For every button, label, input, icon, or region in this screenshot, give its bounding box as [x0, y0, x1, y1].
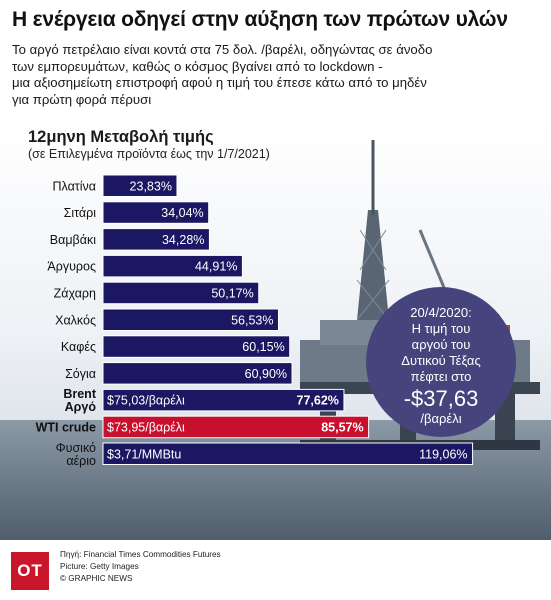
wti-callout: 20/4/2020: Η τιμή του αργού του Δυτικού … — [366, 287, 516, 437]
category-label: Καφές — [61, 340, 96, 354]
category-label: Χαλκός — [55, 313, 96, 327]
subtitle-line-1: Το αργό πετρέλαιο είναι κοντά στα 75 δολ… — [12, 42, 433, 57]
page-title: Η ενέργεια οδηγεί στην αύξηση των πρώτων… — [12, 8, 508, 31]
value-label: 119,06% — [419, 447, 467, 461]
value-label: 34,28% — [162, 233, 204, 247]
subtitle-line-2: των εμπορευμάτων, καθώς ο κόσμος βγαίνει… — [12, 58, 383, 74]
callout-line-3: Δυτικού Τέξας — [401, 353, 481, 368]
category-label: Βαμβάκι — [50, 233, 96, 247]
bar — [102, 442, 474, 465]
value-label: 85,57% — [321, 420, 363, 434]
bar — [102, 254, 243, 278]
callout-value: -$37,63 — [403, 386, 479, 411]
callout-line-2: αργού του — [411, 337, 471, 352]
category-label: WTI crude — [36, 420, 96, 434]
category-label: Φυσικό — [56, 441, 96, 455]
value-label: 56,53% — [231, 313, 273, 327]
footer: OT Πηγή: Financial Times Commodities Fut… — [0, 540, 551, 600]
subtitle-line-3: μια αξιοσημείωτη επιστροφή αφού η τιμή τ… — [12, 75, 427, 90]
category-label: αέριο — [66, 454, 96, 468]
bar — [102, 308, 279, 331]
value-label: 44,91% — [195, 260, 237, 274]
bar — [102, 362, 293, 385]
bar — [102, 174, 178, 197]
value-label: 34,04% — [161, 206, 203, 220]
picture-credit: Picture: Getty Images — [60, 562, 139, 571]
callout-unit: /βαρέλι — [420, 411, 462, 426]
value-label: 23,83% — [130, 179, 172, 193]
category-label: Ζάχαρη — [54, 286, 96, 300]
callout-line-1: Η τιμή του — [411, 321, 471, 336]
graphic-credit: © GRAPHIC NEWS — [60, 574, 133, 583]
source-text: Πηγή: Financial Times Commodities Future… — [60, 550, 221, 559]
category-label: Πλατίνα — [52, 179, 96, 193]
value-label: 60,15% — [242, 340, 284, 354]
ot-logo: OT — [11, 552, 49, 590]
bar-chart: Πλατίνα 23,83% Σιτάρι 34,04% Βαμβάκι 34,28% Άρ… — [36, 174, 474, 468]
value-label: 77,62% — [297, 394, 339, 408]
callout-line-4: πέφτει στο — [410, 369, 472, 384]
chart-title: 12μηνη Μεταβολή τιμής — [28, 128, 214, 146]
category-label: Άργυρος — [47, 260, 96, 274]
category-label: Σόγια — [65, 367, 96, 381]
chart-subtitle: (σε Επιλεγμένα προϊόντα έως την 1/7/2021… — [28, 147, 270, 161]
bar — [102, 415, 370, 439]
callout-date: 20/4/2020: — [410, 305, 472, 320]
bar — [102, 201, 210, 224]
subtitle-line-4: για πρώτη φορά πέρυσι — [12, 91, 152, 107]
price-label: $3,71/MMBtu — [107, 447, 181, 461]
subtitle: Το αργό πετρέλαιο είναι κοντά στα 75 δολ… — [12, 42, 542, 108]
bar — [102, 335, 291, 358]
price-label: $73,95/βαρέλι — [107, 420, 185, 434]
category-label: Brent — [63, 387, 96, 401]
value-label: 50,17% — [211, 286, 253, 300]
bar — [102, 388, 345, 412]
category-label: Σιτάρι — [64, 206, 97, 220]
category-label: Αργό — [65, 400, 97, 414]
bar — [102, 228, 210, 251]
value-label: 60,90% — [245, 367, 287, 381]
bar — [102, 281, 260, 305]
price-label: $75,03/βαρέλι — [107, 394, 185, 408]
